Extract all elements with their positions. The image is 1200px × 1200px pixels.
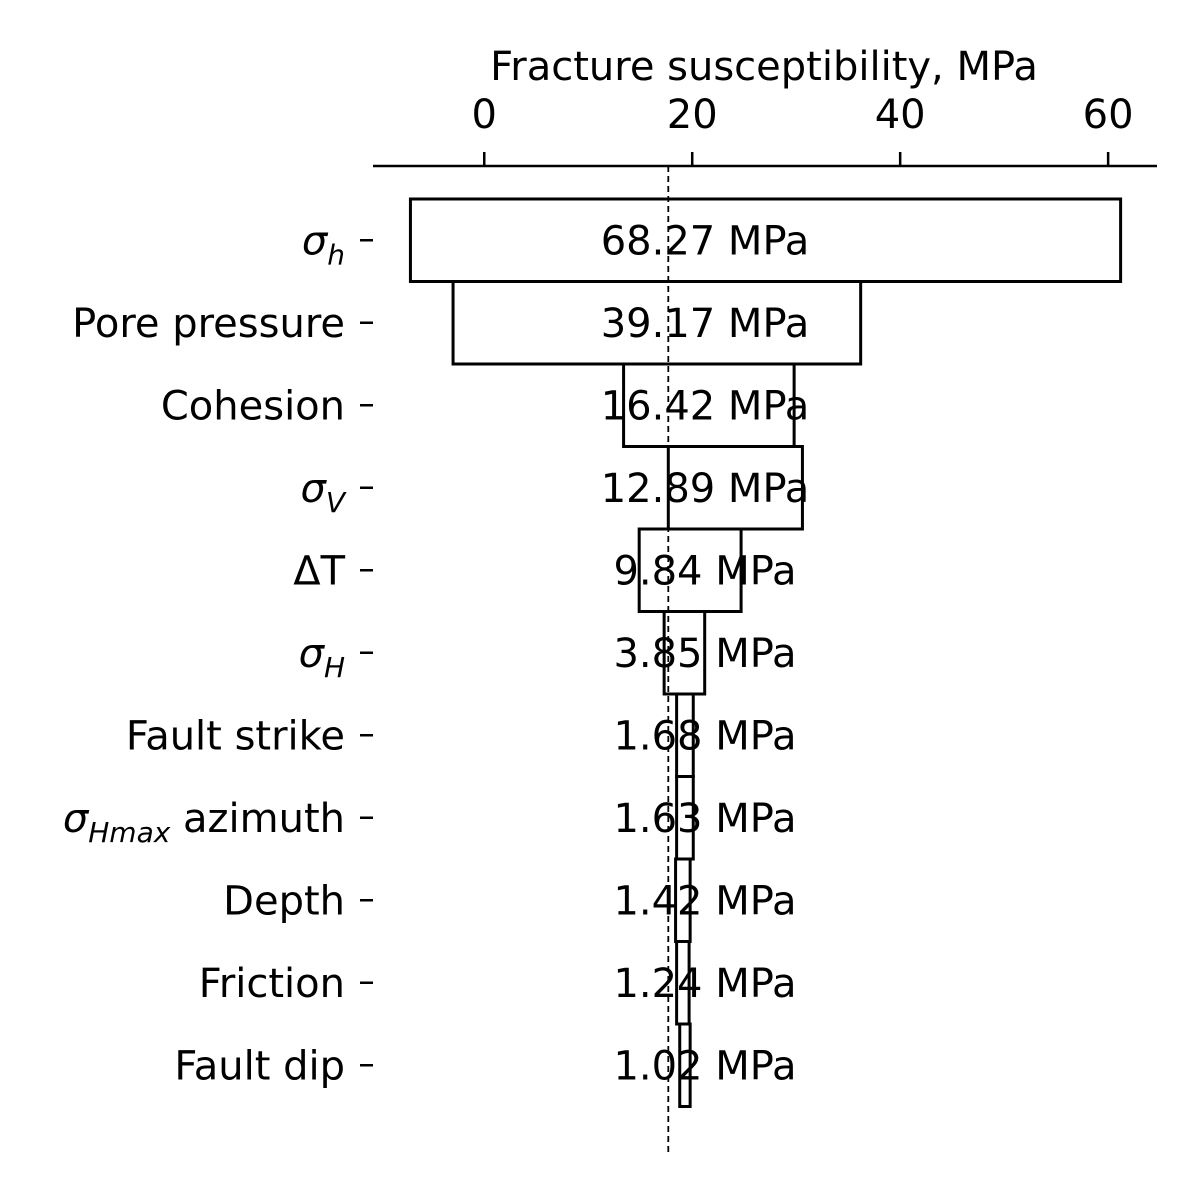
x-tick-label: 0 xyxy=(472,92,497,138)
bar-value-label: 1.02 MPa xyxy=(613,1043,796,1089)
x-axis-title: Fracture susceptibility, MPa xyxy=(490,44,1038,90)
bar-value-label: 39.17 MPa xyxy=(601,301,810,347)
category-label-suffix: azimuth xyxy=(170,796,345,842)
category-label: σh xyxy=(302,218,345,271)
category-label-subscript: h xyxy=(327,238,345,271)
category-label: Cohesion xyxy=(161,383,345,429)
bar xyxy=(678,1022,692,1108)
category-label: Friction xyxy=(199,961,345,1007)
category-label-subscript: H xyxy=(324,651,345,684)
bar-labels: 68.27 MPa 39.17 MPa 16.42 MPa 12.89 MPa 9.84… xyxy=(601,218,810,1089)
category-label: Pore pressure xyxy=(72,301,345,347)
x-ticks: 0 20 40 60 xyxy=(472,92,1134,166)
bar-value-label: 68.27 MPa xyxy=(601,218,810,264)
category-label: σHmax azimuth xyxy=(63,796,345,849)
category-label-main: σ xyxy=(299,631,326,677)
bars xyxy=(408,197,1123,1108)
category-label-subscript: Hmax xyxy=(88,816,170,849)
bar xyxy=(408,197,1123,283)
category-label: σV xyxy=(300,466,346,519)
category-label-main: σ xyxy=(63,796,90,842)
x-tick-label: 20 xyxy=(667,92,718,138)
bar-value-label: 1.63 MPa xyxy=(613,796,796,842)
bar xyxy=(662,610,707,696)
category-label: Fault dip xyxy=(174,1043,345,1089)
bar xyxy=(666,445,804,531)
bar-value-label: 1.68 MPa xyxy=(613,713,796,759)
bar-value-label: 12.89 MPa xyxy=(601,466,810,512)
category-label: σH xyxy=(299,631,345,684)
bar-value-label: 1.24 MPa xyxy=(613,961,796,1007)
x-tick-label: 40 xyxy=(875,92,926,138)
category-label: Fault strike xyxy=(126,713,345,759)
bar-value-label: 9.84 MPa xyxy=(613,548,796,594)
bar-value-label: 1.42 MPa xyxy=(613,878,796,924)
x-tick-label: 60 xyxy=(1083,92,1134,138)
bar xyxy=(622,362,796,448)
category-label-main: σ xyxy=(302,218,329,264)
category-label: Depth xyxy=(223,878,345,924)
bar-value-label: 3.85 MPa xyxy=(613,631,796,677)
category-label: ΔT xyxy=(293,548,345,594)
category-label-subscript: V xyxy=(326,486,347,519)
bar xyxy=(637,527,743,613)
bar-value-label: 16.42 MPa xyxy=(601,383,810,429)
category-label-main: σ xyxy=(300,466,327,512)
